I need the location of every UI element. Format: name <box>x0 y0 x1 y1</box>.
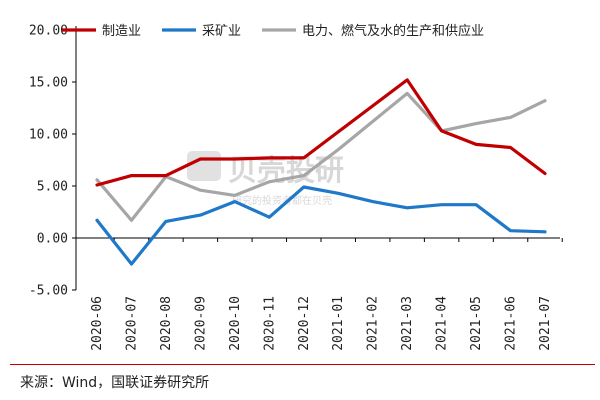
watermark: 贝壳投研 研究的投资者都在贝壳 <box>187 151 344 207</box>
series-line-3 <box>95 91 547 222</box>
footer-divider <box>10 364 595 365</box>
series-line-2 <box>95 185 547 266</box>
x-tick-label: 2020-09 <box>193 296 208 351</box>
source-note: 来源：Wind，国联证券研究所 <box>20 375 210 391</box>
y-tick-label: -5.00 <box>29 284 68 299</box>
x-axis-ticks: 2020-06 2020-07 2020-08 2020-09 2020-10 2020-… <box>90 238 563 351</box>
x-tick-label: 2020-11 <box>262 296 277 351</box>
x-tick-label: 2021-07 <box>538 296 553 351</box>
x-tick-label: 2021-05 <box>469 296 484 351</box>
legend-label: 电力、燃气及水的生产和供应业 <box>302 23 484 39</box>
watermark-tagline: 研究的投资者都在贝壳 <box>232 194 332 207</box>
legend-label: 制造业 <box>102 24 141 39</box>
line-chart: 贝壳投研 研究的投资者都在贝壳 20.00 15.00 10.00 5.00 0.00 -… <box>29 23 563 351</box>
x-tick-label: 2021-06 <box>504 296 519 351</box>
legend-label: 采矿业 <box>202 24 241 39</box>
y-tick-label: 0.00 <box>37 232 68 247</box>
x-tick-label: 2020-07 <box>124 296 139 351</box>
x-tick-label: 2021-03 <box>400 296 415 351</box>
legend: 制造业 采矿业 电力、燃气及水的生产和供应业 <box>62 23 484 39</box>
x-tick-label: 2020-12 <box>297 296 312 351</box>
x-tick-label: 2021-01 <box>331 296 346 351</box>
y-tick-label: 5.00 <box>37 180 68 195</box>
y-tick-label: 15.00 <box>29 76 68 91</box>
series-lines <box>95 78 547 266</box>
series-line-1 <box>95 78 547 187</box>
chart-axes <box>75 26 560 290</box>
y-tick-label: 10.00 <box>29 128 68 143</box>
x-tick-label: 2020-10 <box>228 296 243 351</box>
x-tick-label: 2021-02 <box>366 296 381 351</box>
x-tick-label: 2021-04 <box>435 296 450 351</box>
y-tick-label: 20.00 <box>29 24 68 39</box>
watermark-logo-mark <box>187 151 221 181</box>
y-axis-ticks: 20.00 15.00 10.00 5.00 0.00 -5.00 <box>29 24 76 299</box>
x-tick-label: 2020-06 <box>90 296 105 351</box>
x-tick-label: 2020-08 <box>159 296 174 351</box>
